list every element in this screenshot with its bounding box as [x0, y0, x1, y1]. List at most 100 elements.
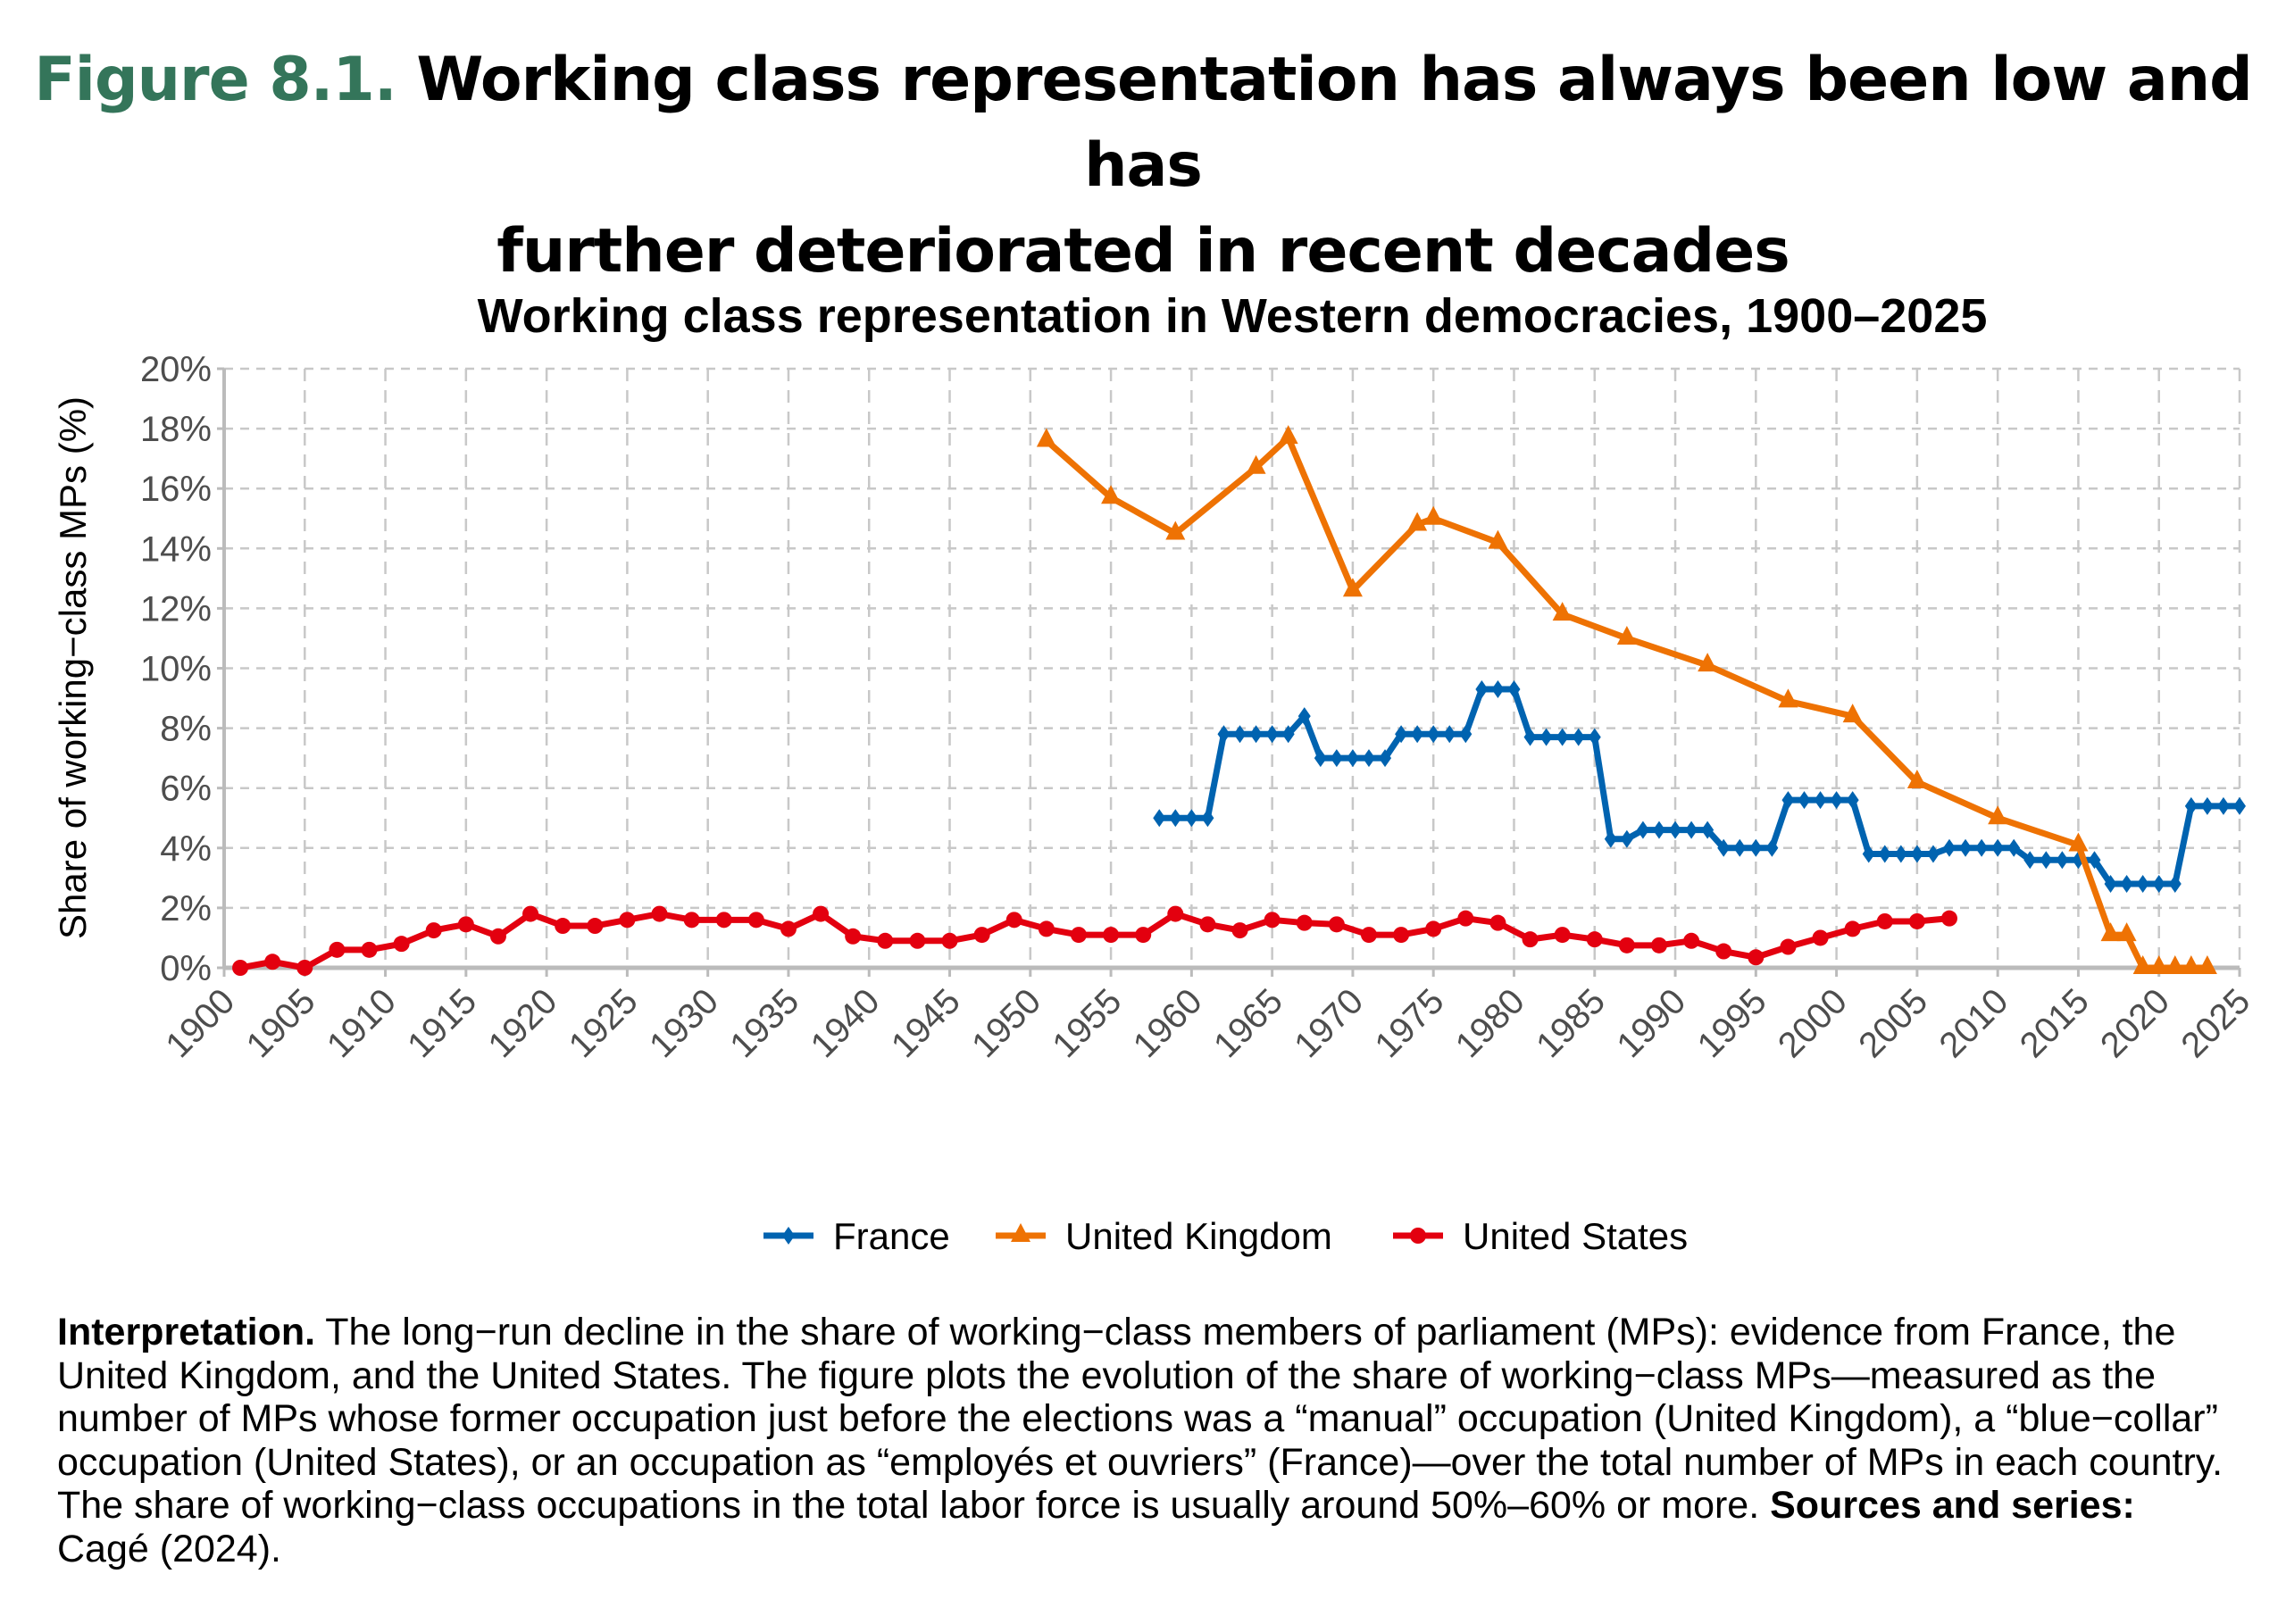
point-united-states: [909, 932, 926, 949]
point-france: [1765, 838, 1779, 857]
point-united-states: [1360, 927, 1377, 944]
point-france: [2007, 838, 2021, 857]
x-tick-label: 1985: [1529, 981, 1613, 1065]
point-france: [1233, 725, 1247, 744]
point-france: [1249, 725, 1263, 744]
point-france: [1669, 820, 1682, 839]
point-united-states: [1038, 920, 1055, 937]
point-france: [1975, 838, 1989, 857]
y-tick-label: 16%: [140, 470, 212, 509]
series-united-states: [232, 905, 1957, 976]
point-united-states: [813, 905, 830, 922]
point-united-kingdom: [1246, 454, 1266, 474]
point-france: [1588, 728, 1601, 746]
point-france: [1297, 707, 1311, 726]
x-tick-label: 1975: [1368, 981, 1452, 1065]
point-france: [1701, 820, 1714, 839]
point-united-kingdom: [1778, 688, 1798, 708]
figure-number: Figure 8.1.: [34, 45, 396, 115]
x-tick-label: 1955: [1045, 981, 1129, 1065]
legend-marker: [782, 1227, 795, 1245]
legend-label: United Kingdom: [1065, 1215, 1332, 1257]
chart-title: Working class representation in Western …: [478, 289, 1988, 343]
y-axis-label: Share of working−class MPs (%): [52, 396, 94, 939]
point-france: [1846, 791, 1859, 810]
point-france: [1459, 725, 1473, 744]
point-france: [1330, 749, 1343, 768]
point-united-kingdom: [1698, 653, 1718, 672]
legend-label: United States: [1463, 1215, 1688, 1257]
x-tick-label: 1960: [1126, 981, 1210, 1065]
point-united-states: [1683, 932, 1700, 949]
series-france: [1153, 679, 2246, 894]
point-france: [1169, 809, 1182, 828]
point-united-states: [1908, 912, 1925, 929]
point-united-kingdom: [1488, 529, 1508, 549]
x-tick-label: 2025: [2173, 981, 2257, 1065]
y-tick-label: 12%: [140, 589, 212, 629]
x-tick-label: 1970: [1287, 981, 1371, 1065]
x-tick-label: 2020: [2093, 981, 2177, 1065]
legend-item-france: France: [763, 1215, 950, 1257]
point-united-kingdom: [1101, 485, 1122, 504]
point-united-states: [1199, 916, 1216, 933]
point-united-states: [1940, 910, 1957, 927]
point-united-states: [393, 936, 410, 953]
point-france: [1910, 845, 1923, 863]
point-france: [1362, 749, 1375, 768]
x-tick-label: 2000: [1771, 981, 1855, 1065]
x-tick-label: 1950: [964, 981, 1048, 1065]
point-france: [2233, 796, 2246, 815]
legend: France United Kingdom United States: [763, 1215, 1688, 1257]
y-tick-label: 6%: [160, 770, 212, 809]
point-france: [1281, 725, 1295, 744]
point-united-states: [941, 932, 958, 949]
point-france: [2200, 796, 2214, 815]
point-united-states: [715, 912, 732, 929]
x-tick-label: 1990: [1609, 981, 1693, 1065]
point-france: [2104, 875, 2117, 894]
point-france: [1539, 728, 1553, 746]
point-united-kingdom: [1988, 805, 2008, 825]
note-label: Interpretation.: [57, 1311, 316, 1353]
point-united-states: [1425, 920, 1442, 937]
point-france: [1830, 791, 1843, 810]
point-united-states: [973, 927, 990, 944]
legend-marker: [1410, 1228, 1426, 1244]
y-tick-label: 18%: [140, 410, 212, 449]
point-united-states: [1264, 912, 1281, 929]
point-france: [2152, 875, 2165, 894]
point-france: [1475, 679, 1489, 698]
point-united-kingdom: [2132, 955, 2153, 974]
point-united-kingdom: [1616, 625, 1637, 645]
point-france: [1491, 679, 1505, 698]
point-united-kingdom: [1278, 425, 1298, 445]
note-text: The long−run decline in the share of wor…: [57, 1311, 2223, 1527]
point-france: [1604, 829, 1617, 848]
point-france: [1620, 829, 1633, 848]
point-united-kingdom: [1342, 578, 1363, 597]
point-united-states: [296, 960, 313, 976]
x-tick-label: 1935: [722, 981, 806, 1065]
x-tick-label: 1995: [1690, 981, 1774, 1065]
point-united-states: [457, 916, 474, 933]
point-united-states: [1554, 927, 1571, 944]
point-united-states: [232, 960, 249, 976]
point-france: [2056, 851, 2069, 870]
point-france: [2023, 851, 2037, 870]
point-france: [1427, 725, 1440, 744]
point-france: [1556, 728, 1569, 746]
point-united-kingdom: [1407, 512, 1428, 531]
point-united-kingdom: [1552, 602, 1573, 621]
x-tick-label: 1940: [804, 981, 888, 1065]
point-france: [1443, 725, 1456, 744]
legend-marker: [1011, 1223, 1030, 1242]
point-united-states: [587, 918, 604, 935]
point-united-states: [1780, 938, 1797, 955]
sources-label: Sources and series:: [1770, 1484, 2135, 1527]
point-france: [1379, 749, 1392, 768]
point-france: [2120, 875, 2133, 894]
point-united-states: [877, 932, 894, 949]
point-united-states: [1618, 937, 1635, 954]
